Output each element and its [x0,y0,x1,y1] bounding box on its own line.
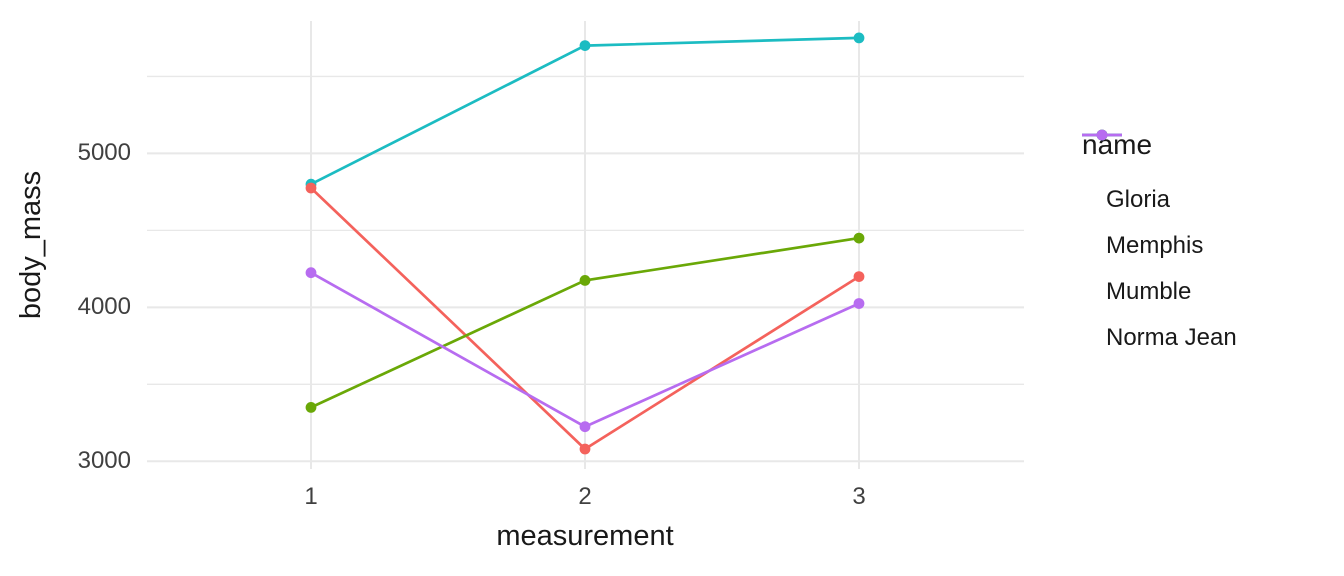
data-point-memphis-1 [305,402,317,413]
data-point-memphis-2 [579,275,591,286]
legend-item-gloria: Gloria [1082,129,1237,223]
data-point-norma-jean-2 [579,421,591,433]
legend-key-icon-norma-jean [1082,129,1122,141]
data-point-mumble-3 [853,32,865,44]
legend-item-label-norma-jean: Norma Jean [1106,324,1237,351]
legend-item-memphis: Memphis [1082,129,1237,269]
y-tick-label-3000: 3000 [77,447,131,474]
x-axis-title: measurement [496,520,674,552]
legend: name Gloria Memphis Mumble Norma Jean [1082,128,1237,361]
data-point-gloria-2 [579,443,591,455]
data-point-mumble-2 [579,40,591,51]
x-tick-label-2: 2 [578,483,592,510]
legend-item-label-mumble: Mumble [1106,278,1192,305]
legend-item-norma-jean: Norma Jean [1082,129,1237,361]
legend-item-mumble: Mumble [1082,129,1237,315]
legend-item-label-gloria: Gloria [1106,186,1171,213]
x-tick-label-1: 1 [304,483,318,510]
legend-items: Gloria Memphis Mumble Norma Jean [1082,129,1237,361]
data-point-norma-jean-3 [853,298,865,309]
legend-item-label-memphis: Memphis [1106,232,1204,259]
data-point-gloria-3 [853,271,865,282]
data-point-gloria-1 [305,182,317,194]
y-tick-label-4000: 4000 [77,293,131,320]
x-tick-label-3: 3 [852,483,866,510]
data-point-memphis-3 [853,232,865,244]
y-tick-label-5000: 5000 [77,139,131,166]
data-point-norma-jean-1 [305,267,317,279]
